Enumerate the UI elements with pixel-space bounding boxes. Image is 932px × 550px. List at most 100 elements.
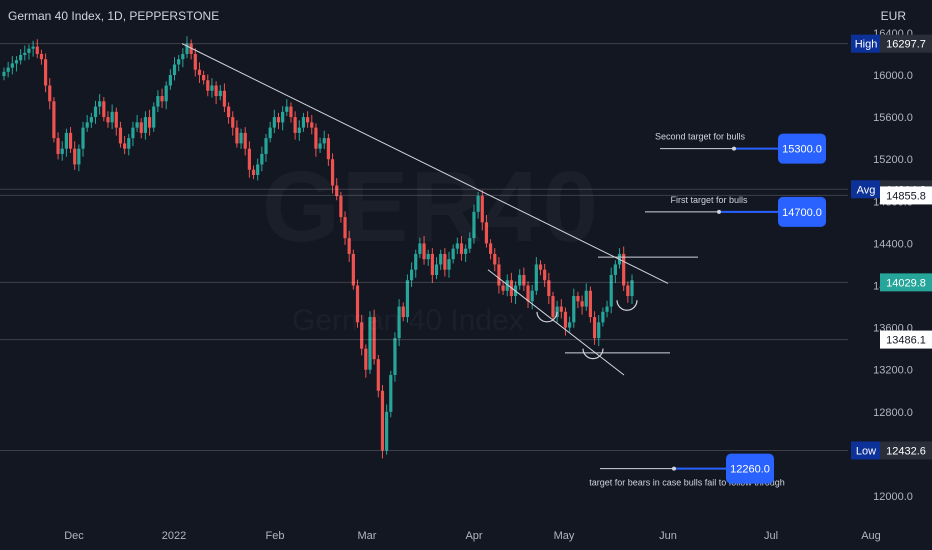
x-tick-label: Aug [861,530,881,542]
candle-body [385,411,389,451]
candle-body [430,253,434,275]
x-tick-label: May [554,530,575,542]
candle-body [355,285,360,323]
candle-body [322,138,326,144]
candle-body [64,132,68,149]
candle-body [389,374,393,412]
target-caption: Second target for bulls [655,132,746,142]
price-label-box [880,34,932,53]
candle-body [518,274,522,286]
candle-body [110,111,114,123]
candle-body [135,122,139,128]
candle-body [181,53,185,60]
price-tag-badge [851,180,881,199]
candle-body [143,117,148,133]
candle-body [202,75,206,81]
candle-body [164,85,168,102]
candle-body [60,148,64,154]
target-value: 14700.0 [782,207,822,219]
candle-body [147,117,152,128]
bottom-arc-2 [582,348,604,360]
candle-body [102,101,106,118]
candle-body [368,317,372,370]
candle-body [335,185,339,197]
candle-body [472,211,476,239]
price-tag-text: Avg [857,184,876,196]
candle-body [584,290,588,307]
candle-body [177,59,181,65]
price-label-value: 14855.8 [886,190,926,202]
target-box [778,133,826,164]
candle-body [464,248,468,254]
x-tick-label: Mar [358,530,377,542]
descending-trendline [181,43,669,284]
candle-body [106,117,110,123]
y-tick-label: 13200.0 [873,365,913,377]
target-marker [672,466,676,471]
candle-body [364,348,368,370]
price-labels: High16297.7Avg14914.214855.814029.813486… [851,34,932,460]
y-tick-label: 14400.0 [873,238,913,250]
price-label-value: 12432.6 [886,445,926,457]
price-tag-text: High [855,39,878,51]
candle-body [613,264,617,275]
candle-body [405,280,410,318]
y-tick-label: 12000.0 [873,491,913,503]
candle-body [231,117,235,128]
y-tick-label: 16000.0 [873,70,913,82]
candle-body [588,290,593,318]
candle-body [306,117,310,123]
candle-body [43,59,48,86]
target-value: 12260.0 [730,464,770,476]
candle-body [281,111,285,123]
candle-body [10,63,14,68]
candle-body [256,164,260,175]
candle-body [239,132,243,144]
chart-title[interactable]: German 40 Index, 1D, PEPPERSTONE [8,9,220,23]
candle-body [156,96,160,107]
candle-body [172,64,177,75]
x-tick-label: Dec [64,530,84,542]
candle-body [131,127,135,139]
target-caption: First target for bulls [670,195,748,205]
candle-body [459,243,464,254]
candle-body [563,311,568,328]
candle-body [52,101,56,139]
candle-body [484,222,489,244]
price-label-box [880,186,932,205]
candle-body [152,106,156,128]
candle-body [222,90,227,107]
candle-body [89,117,93,123]
price-label-box [880,330,932,349]
currency-label: EUR [880,9,906,23]
candle-body [343,217,347,239]
y-tick-label: 15200.0 [873,154,913,166]
candle-body [538,264,543,270]
candle-body [197,69,202,75]
candle-body [260,153,264,165]
candle-body [360,322,364,349]
candle-body [235,127,239,144]
candle-body [243,132,247,149]
candle-body [592,317,597,339]
y-tick-label: 12800.0 [873,407,913,419]
candle-body [272,117,276,128]
price-tag-badge [851,34,881,53]
candle-body [48,85,52,102]
candle-body [630,280,634,297]
price-tag-text: Low [856,445,876,457]
candle-body [193,53,197,70]
candle-body [68,132,73,149]
candle-body [622,253,626,286]
candle-body [559,306,563,312]
candle-body [534,264,538,291]
candle-body [251,169,256,175]
candle-body [530,290,534,302]
candle-body [118,127,123,144]
candle-body [185,43,189,54]
candle-body [572,296,576,323]
candle-body [543,269,547,281]
candle-body [597,322,601,339]
candle-body [2,71,6,77]
